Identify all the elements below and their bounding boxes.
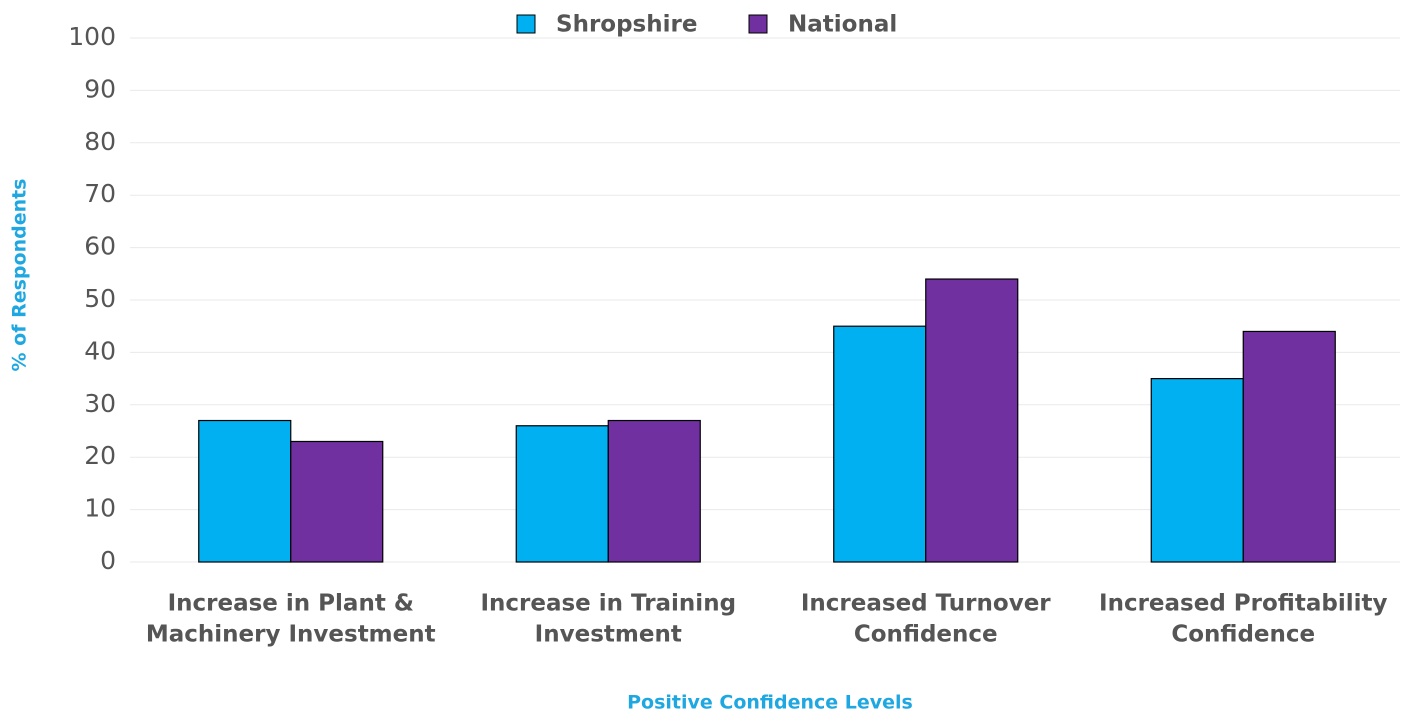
- y-tick-label: 50: [84, 284, 116, 313]
- y-tick-label: 10: [84, 494, 116, 523]
- bar: [925, 278, 1019, 563]
- x-tick-label: Investment: [535, 622, 682, 648]
- legend-swatch: [748, 14, 768, 34]
- bar: [833, 325, 927, 563]
- legend-swatch: [516, 14, 536, 34]
- legend-label: Shropshire: [556, 12, 697, 38]
- y-tick-label: 90: [84, 74, 116, 103]
- bar: [198, 419, 292, 563]
- y-tick-label: 60: [84, 232, 116, 261]
- x-tick-label: Increased Profitability: [1099, 591, 1387, 617]
- y-tick-label: 40: [84, 336, 116, 365]
- x-tick-label: Increase in Plant &: [168, 591, 414, 617]
- bar: [1150, 378, 1244, 563]
- y-tick-label: 30: [84, 389, 116, 418]
- x-axis-title: Positive Confidence Levels: [627, 692, 913, 711]
- y-tick-label: 20: [84, 441, 116, 470]
- y-tick-label: 80: [84, 127, 116, 156]
- y-axis-title: % of Respondents: [9, 179, 31, 372]
- legend-label: National: [788, 12, 897, 38]
- bar: [607, 419, 701, 563]
- bar: [1242, 330, 1336, 563]
- x-tick-label: Machinery Investment: [146, 622, 436, 648]
- y-tick-label: 0: [100, 546, 116, 575]
- x-tick-label: Confidence: [1171, 622, 1315, 648]
- y-tick-label: 100: [68, 22, 116, 51]
- bar: [515, 425, 609, 563]
- y-tick-label: 70: [84, 179, 116, 208]
- x-tick-label: Increase in Training: [480, 591, 736, 617]
- x-tick-label: Confidence: [854, 622, 998, 648]
- bar: [290, 440, 384, 563]
- x-tick-label: Increased Turnover: [801, 591, 1051, 617]
